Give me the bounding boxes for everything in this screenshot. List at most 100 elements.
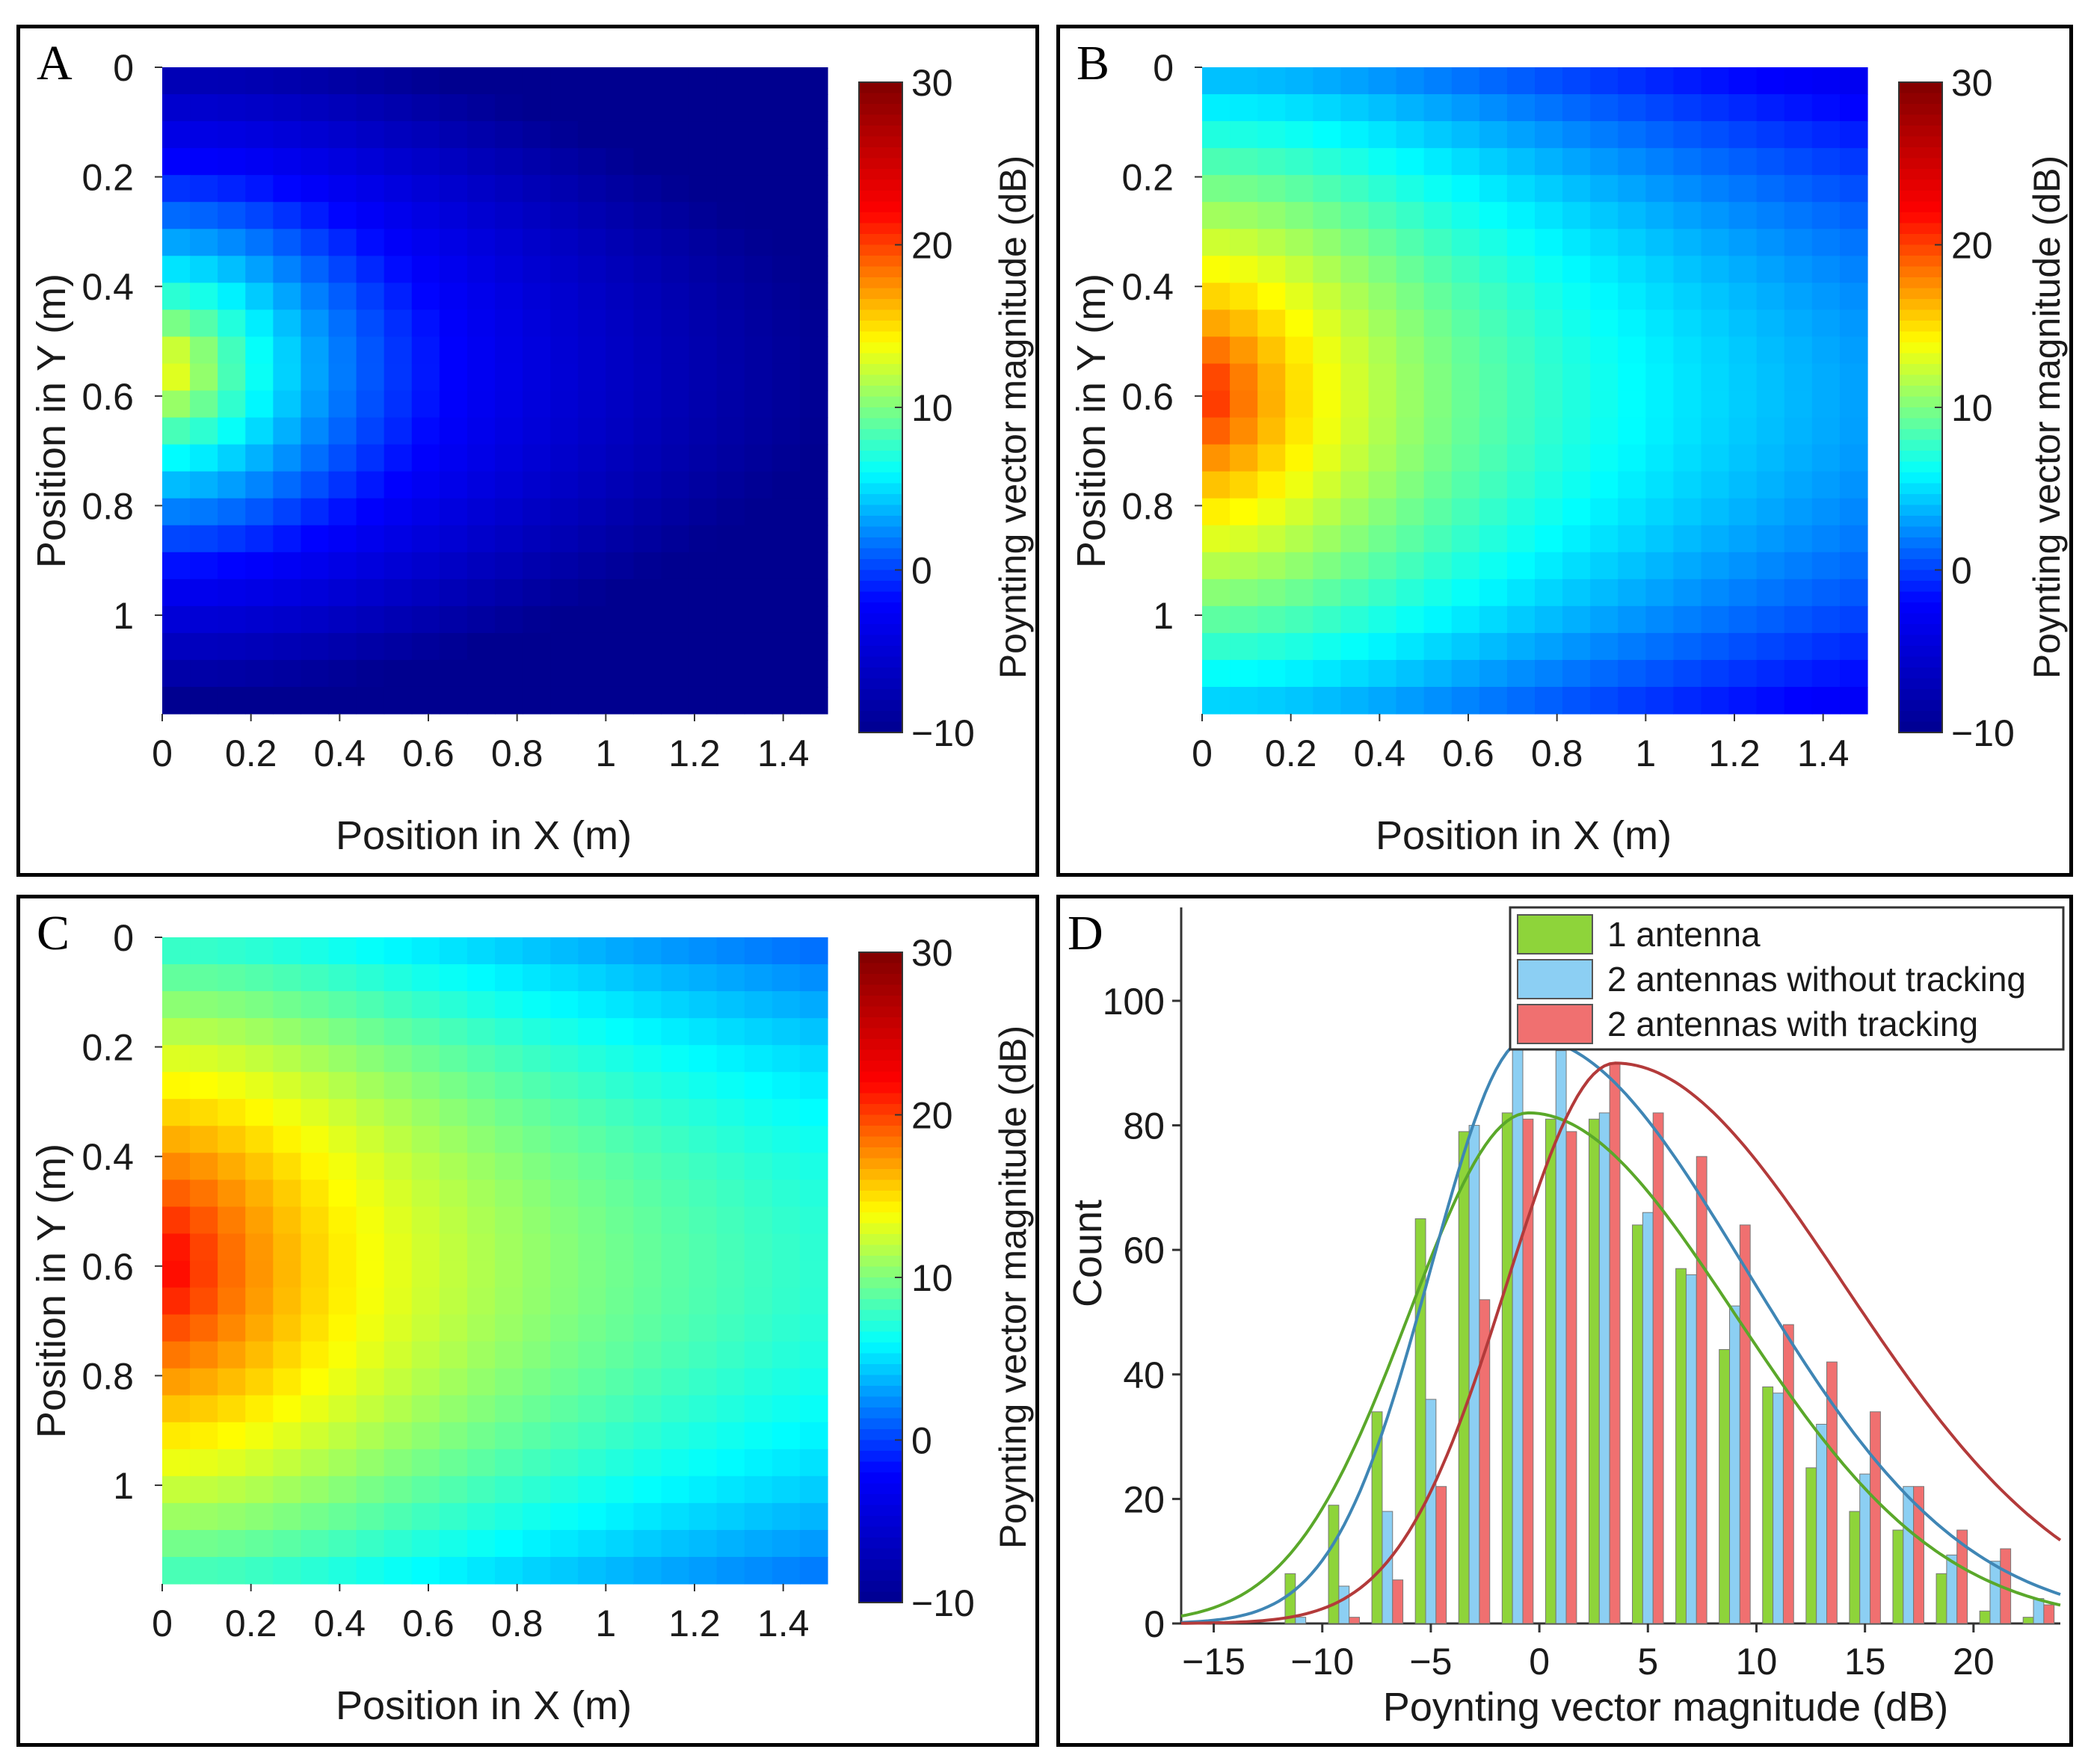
heatmap-cell (384, 229, 413, 256)
colorbar-segment (1899, 429, 1942, 441)
heatmap-cell (633, 525, 662, 553)
x-tick-label: 0.2 (225, 733, 277, 774)
heatmap-cell (1451, 336, 1480, 365)
bar-2-10 (1739, 1224, 1751, 1624)
heatmap-cell (578, 121, 606, 149)
heatmap-cell (1784, 283, 1813, 310)
heatmap-cell (744, 525, 773, 553)
heatmap-cell (661, 579, 690, 607)
heatmap-cell (466, 336, 496, 365)
heatmap-cell (1756, 659, 1785, 688)
heatmap-cell (384, 202, 413, 229)
colorbar-tick-label: 10 (911, 387, 953, 429)
heatmap-cell (1230, 417, 1258, 445)
heatmap-cell (550, 632, 579, 661)
heatmap-cell (550, 444, 579, 472)
heatmap-cell (1451, 363, 1480, 392)
heatmap-cell (1701, 283, 1730, 310)
heatmap-cell (550, 1395, 579, 1423)
colorbar-segment (1899, 179, 1942, 191)
colorbar-segment (1899, 418, 1942, 430)
heatmap-cell (190, 363, 218, 392)
heatmap-cell (1423, 175, 1453, 203)
heatmap-cell (218, 283, 246, 310)
heatmap-cell (1756, 202, 1785, 229)
heatmap-cell (384, 686, 413, 715)
heatmap-cell (661, 937, 690, 965)
heatmap-cell (523, 1153, 551, 1180)
heatmap-cell (1562, 363, 1591, 392)
x-tick-label: 0.4 (314, 1603, 366, 1644)
heatmap-cell (1562, 390, 1591, 419)
heatmap-cell (633, 1072, 662, 1100)
heatmap-cell (1756, 175, 1785, 203)
heatmap-cell (1756, 309, 1785, 338)
heatmap-cell (689, 1179, 718, 1208)
heatmap-cell (1728, 444, 1758, 472)
heatmap-cell (273, 363, 302, 392)
heatmap-cell (744, 336, 773, 365)
heatmap-cell (466, 417, 496, 445)
heatmap-cell (578, 1368, 606, 1396)
heatmap-cell (1618, 94, 1646, 122)
heatmap-cell (162, 444, 191, 472)
heatmap-cell (578, 94, 606, 122)
heatmap-cell (495, 1422, 523, 1450)
heatmap-cell (716, 417, 745, 445)
heatmap-cell (190, 1395, 218, 1423)
bar-0-11 (1762, 1386, 1774, 1624)
heatmap-cell (162, 1072, 191, 1100)
heatmap-cell (218, 525, 246, 553)
colorbar-segment (859, 1245, 902, 1256)
heatmap-cell (744, 121, 773, 149)
heatmap-cell (1811, 336, 1841, 365)
colorbar-segment (859, 321, 902, 333)
heatmap-cell (1562, 94, 1591, 122)
colorbar-segment (859, 996, 902, 1008)
heatmap-cell (1839, 686, 1868, 715)
heatmap-cell (384, 1368, 413, 1396)
heatmap-cell (1701, 94, 1730, 122)
heatmap-cell (466, 1422, 496, 1450)
heatmap-cell (218, 363, 246, 392)
heatmap-cell (716, 336, 745, 365)
heatmap-cell (661, 1314, 690, 1342)
heatmap-cell (301, 552, 330, 580)
heatmap-cell (218, 1502, 246, 1531)
heatmap-cell (1257, 605, 1286, 634)
colorbar-segment (1899, 212, 1942, 224)
heatmap-cell (1535, 525, 1563, 553)
heatmap-cell (1645, 471, 1675, 499)
heatmap-cell (1562, 632, 1591, 661)
heatmap-cell (523, 1502, 551, 1531)
heatmap-cell (1257, 67, 1286, 95)
heatmap-cell (523, 525, 551, 553)
heatmap-cell (273, 964, 302, 992)
y-tick-label: 0 (1153, 47, 1174, 89)
heatmap-cell (1423, 229, 1453, 256)
heatmap-cell (190, 1179, 218, 1208)
heatmap-cell (439, 121, 468, 149)
heatmap-cell (190, 991, 218, 1019)
heatmap-cell (245, 579, 274, 607)
heatmap-cell (356, 1287, 385, 1316)
heatmap-cell (661, 1179, 690, 1208)
colorbar-segment (1899, 602, 1942, 614)
heatmap-cell (1479, 579, 1508, 607)
heatmap-cell (218, 175, 246, 203)
heatmap-cell (466, 632, 496, 661)
colorbar-segment (859, 537, 902, 549)
heatmap-cell (799, 1153, 828, 1180)
heatmap-cell (1618, 229, 1646, 256)
heatmap-cell (744, 417, 773, 445)
heatmap-cell (1257, 390, 1286, 419)
heatmap-cell (495, 1502, 523, 1531)
bar-1-14 (1903, 1486, 1915, 1624)
heatmap-cell (550, 991, 579, 1019)
heatmap-cell (1839, 659, 1868, 688)
heatmap-cell (523, 632, 551, 661)
heatmap-cell (1839, 390, 1868, 419)
heatmap-cell (1396, 498, 1425, 526)
heatmap-cell (439, 1260, 468, 1289)
heatmap-cell (716, 1206, 745, 1235)
